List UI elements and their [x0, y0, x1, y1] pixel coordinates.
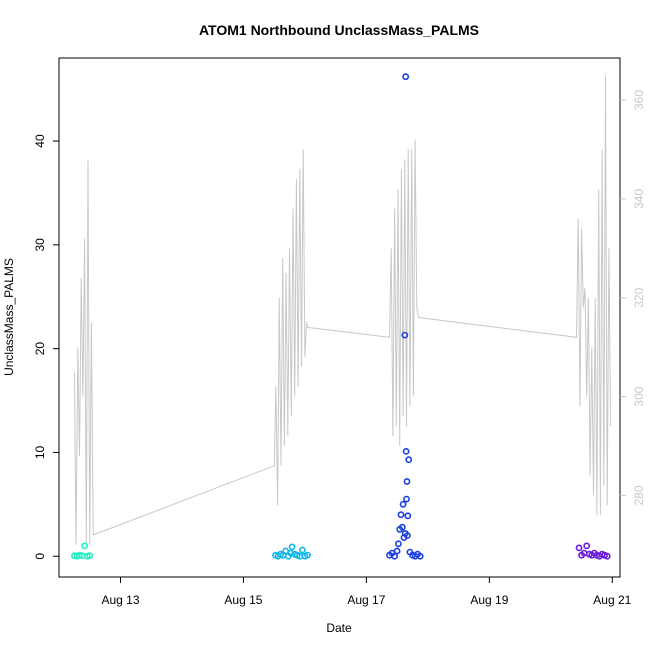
- data-point: [399, 500, 407, 508]
- data-point: [403, 495, 410, 503]
- data-point: [403, 532, 411, 539]
- series-2: [386, 73, 424, 560]
- data-point: [393, 547, 401, 555]
- y-tick-label: 10: [33, 445, 47, 459]
- data-point: [416, 552, 424, 560]
- y2-axis: 280 300 320 340 360: [620, 90, 646, 505]
- y-axis-label: UnclassMass_PALMS: [2, 258, 16, 376]
- data-point: [401, 331, 409, 339]
- data-point: [86, 552, 94, 560]
- series-3: [575, 542, 611, 560]
- chart-title: ATOM1 Northbound UnclassMass_PALMS: [199, 22, 479, 38]
- y-tick-label: 30: [33, 238, 47, 252]
- series-1: [272, 543, 311, 560]
- y-axis: 0 10 20 30 40: [33, 134, 59, 560]
- series-0: [71, 542, 94, 560]
- y2-tick-label: 360: [632, 90, 646, 110]
- data-points-layer: [71, 73, 611, 560]
- y-tick-label: 0: [33, 553, 47, 560]
- data-point: [405, 456, 413, 464]
- data-point: [583, 542, 591, 550]
- secondary-line-layer: [73, 75, 612, 545]
- data-point: [394, 540, 402, 548]
- y2-tick-label: 300: [632, 386, 646, 406]
- data-point: [288, 543, 296, 551]
- data-point: [81, 542, 88, 550]
- y-tick-label: 40: [33, 134, 47, 148]
- y2-tick-label: 320: [632, 287, 646, 307]
- data-point: [402, 447, 410, 455]
- y2-tick-label: 280: [632, 485, 646, 505]
- y2-tick-label: 340: [632, 189, 646, 209]
- data-point: [402, 73, 410, 81]
- x-tick-label: Aug 13: [101, 593, 139, 607]
- x-tick-label: Aug 15: [224, 593, 262, 607]
- y-tick-label: 20: [33, 342, 47, 356]
- x-tick-label: Aug 21: [593, 593, 631, 607]
- data-point: [575, 544, 583, 552]
- data-point: [397, 511, 405, 519]
- data-point: [287, 549, 295, 557]
- data-point: [404, 512, 412, 520]
- data-point: [391, 552, 398, 560]
- data-point: [398, 523, 406, 531]
- x-tick-label: Aug 17: [347, 593, 385, 607]
- plot-frame: [58, 57, 621, 578]
- x-axis: Aug 13 Aug 15 Aug 17 Aug 19 Aug 21: [101, 577, 632, 607]
- x-axis-label: Date: [326, 621, 352, 635]
- x-tick-label: Aug 19: [470, 593, 508, 607]
- data-point: [403, 478, 411, 485]
- data-point: [298, 546, 306, 554]
- secondary-series-line: [73, 75, 612, 545]
- data-point: [603, 552, 611, 560]
- data-point: [304, 551, 311, 559]
